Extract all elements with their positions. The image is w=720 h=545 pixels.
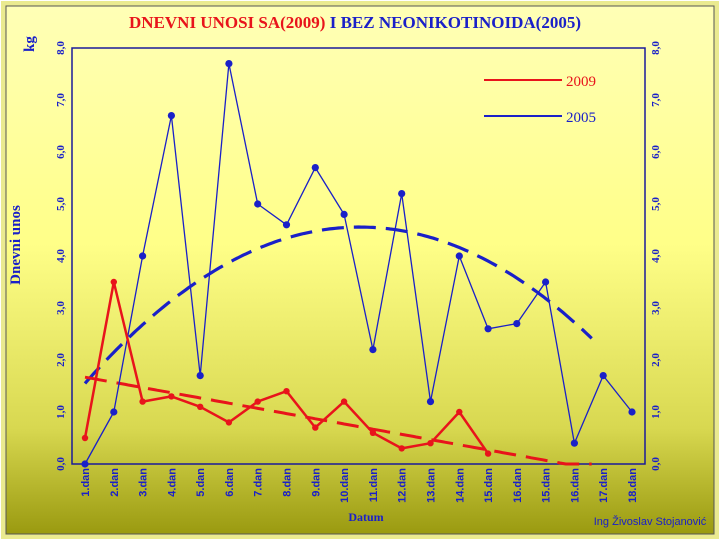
x-axis-label: Datum <box>348 510 383 524</box>
data-point-2009 <box>484 450 492 457</box>
x-tick-label: 17.dan <box>598 468 610 503</box>
legend: 2009 2005 <box>484 74 596 126</box>
series-points <box>81 60 636 468</box>
data-point-2005 <box>340 210 348 218</box>
y-tick-label-left: 2,0 <box>55 353 67 367</box>
y-tick-label-right: 4,0 <box>650 249 662 263</box>
data-point-2005 <box>426 398 435 406</box>
data-point-2005 <box>225 60 233 68</box>
x-tick-label: 9.dan <box>310 468 322 497</box>
x-tick-label: 8.dan <box>282 468 294 497</box>
data-point-2005 <box>398 190 406 198</box>
data-point-2005 <box>484 325 492 333</box>
x-tick-label: 14.dan <box>454 468 466 503</box>
x-tick-label: 6.dan <box>224 468 236 497</box>
data-point-2009 <box>456 408 463 416</box>
y-tick-label-left: 5,0 <box>55 197 67 211</box>
y-tick-label-right: 8,0 <box>650 41 662 55</box>
y-ticks-right: 0,0 1,0 2,0 3,0 4,0 5,0 6,0 7,0 8,0 <box>650 41 662 471</box>
y-tick-label-right: 0,0 <box>650 457 662 471</box>
y-tick-label-left: 0,0 <box>55 457 67 471</box>
y-tick-label-left: 6,0 <box>55 145 67 159</box>
data-point-2005 <box>282 221 291 229</box>
trend-lines <box>83 225 593 466</box>
data-point-2005 <box>628 408 636 416</box>
x-tick-label: 2.dan <box>109 468 121 497</box>
data-point-2005 <box>513 320 521 328</box>
x-tick-label: 12.dan <box>397 468 409 503</box>
data-point-2009 <box>398 445 405 452</box>
x-tick-label: 15.dan <box>483 468 495 503</box>
trend-line-2009 <box>84 375 592 466</box>
data-point-2009 <box>340 398 348 405</box>
data-point-2009 <box>110 278 118 286</box>
y-tick-label-right: 5,0 <box>650 197 662 211</box>
data-point-2009 <box>254 398 261 405</box>
data-point-2009 <box>369 429 377 436</box>
data-point-2009 <box>81 434 89 442</box>
data-point-2009 <box>312 424 319 431</box>
x-tick-label: 15.dan <box>541 468 553 503</box>
chart-title: DNEVNI UNOSI SA(2009) I BEZ NEONIKOTINOI… <box>129 13 581 32</box>
data-point-2005 <box>139 252 147 260</box>
x-tick-label: 16.dan <box>569 468 581 503</box>
data-point-2005 <box>455 252 463 260</box>
data-point-2005 <box>599 372 607 380</box>
x-tick-label: 1.dan <box>80 468 92 497</box>
legend-label-2005: 2005 <box>566 110 596 126</box>
x-tick-label: 13.dan <box>425 468 437 503</box>
x-tick-label: 4.dan <box>166 468 178 497</box>
data-point-2009 <box>225 419 233 426</box>
y-tick-label-right: 1,0 <box>650 405 662 419</box>
y-ticks-left: 0,0 1,0 2,0 3,0 4,0 5,0 6,0 7,0 8,0 <box>55 41 67 471</box>
data-point-2005 <box>369 346 377 354</box>
x-tick-label: 10.dan <box>339 468 351 503</box>
data-point-2005 <box>167 112 175 120</box>
y-tick-label-right: 6,0 <box>650 145 662 159</box>
x-tick-label: 5.dan <box>195 468 207 497</box>
x-tick-label: 18.dan <box>627 468 639 503</box>
data-point-2009 <box>139 398 146 405</box>
data-point-2005 <box>570 439 579 447</box>
data-point-2009 <box>427 440 434 447</box>
series-line-2005 <box>84 62 633 465</box>
data-point-2005 <box>81 460 89 468</box>
x-tick-label: 3.dan <box>138 468 150 497</box>
data-point-2005 <box>110 408 118 416</box>
y-tick-label-left: 4,0 <box>55 249 67 263</box>
x-tick-label: 16.dan <box>512 468 524 503</box>
plot-area <box>71 47 646 465</box>
data-point-2005 <box>311 164 319 172</box>
trend-line-2005 <box>83 225 593 385</box>
x-tick-label: 7.dan <box>253 468 265 497</box>
y-tick-label-right: 3,0 <box>650 301 662 315</box>
y-tick-label-left: 1,0 <box>55 405 67 419</box>
data-point-2005 <box>254 200 262 208</box>
y-tick-label-left: 3,0 <box>55 301 67 315</box>
data-point-2005 <box>196 372 204 380</box>
chart-background <box>5 5 715 535</box>
legend-label-2009: 2009 <box>566 74 596 90</box>
data-point-2005 <box>542 278 550 286</box>
author-credit: Ing Živoslav Stojanović <box>594 515 707 528</box>
x-tick-labels: 1.dan 2.dan 3.dan 4.dan 5.dan 6.dan 7.dan 8.dan… <box>80 468 639 503</box>
y-axis-label: Dnevni unos <box>8 205 24 285</box>
y-tick-label-left: 8,0 <box>55 41 67 55</box>
y-tick-label-right: 2,0 <box>650 353 662 367</box>
data-point-2009 <box>283 388 290 395</box>
data-point-2009 <box>168 393 175 400</box>
data-point-2009 <box>197 403 204 410</box>
y-unit-label: kg <box>22 36 38 52</box>
y-tick-label-right: 7,0 <box>650 93 662 107</box>
x-tick-label: 11.dan <box>368 468 380 503</box>
y-tick-label-left: 7,0 <box>55 93 67 107</box>
